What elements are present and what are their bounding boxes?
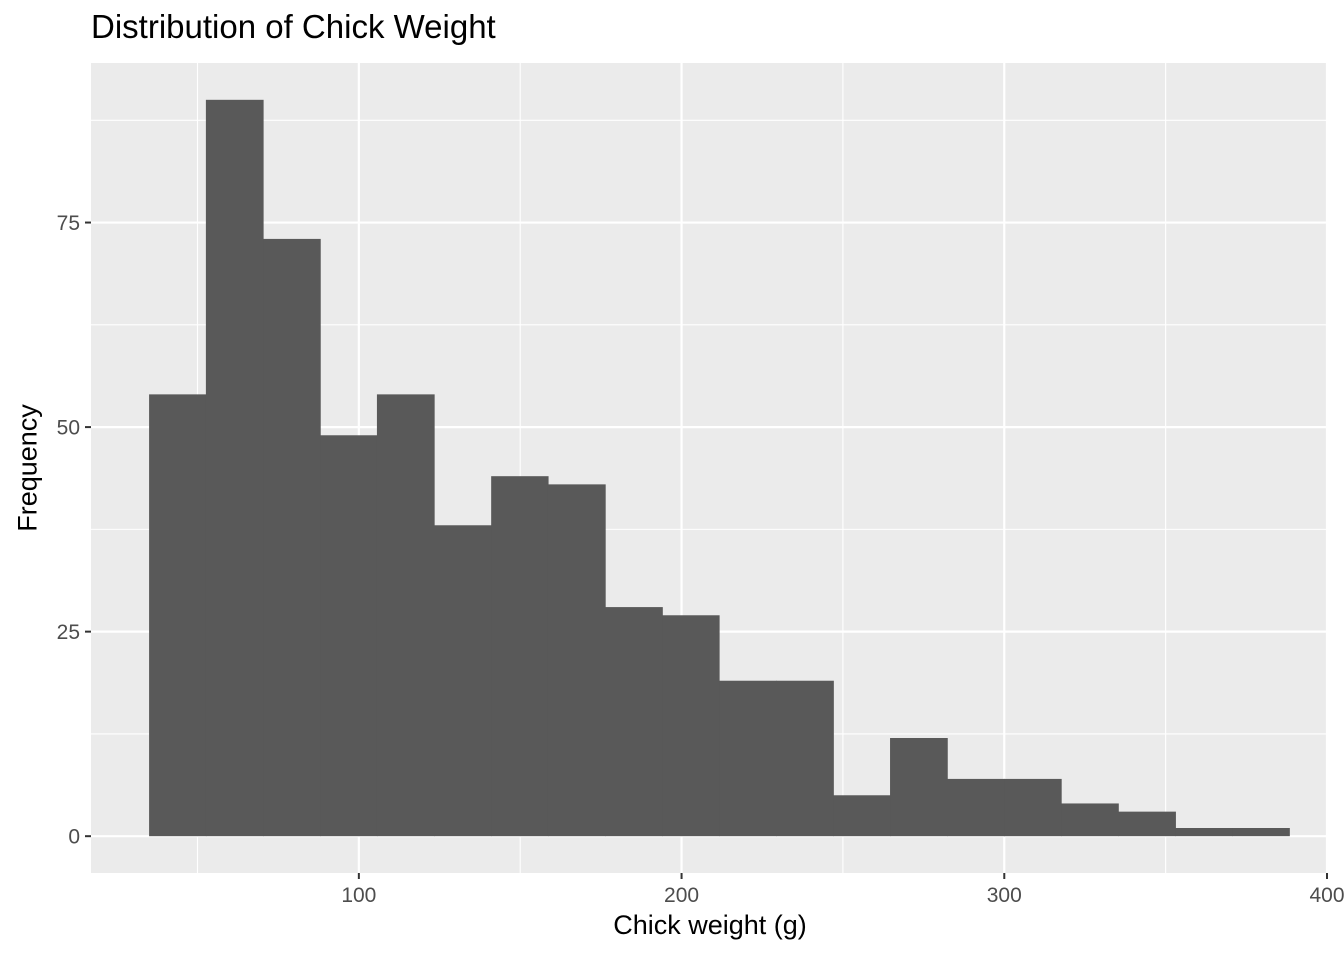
y-tick-label: 0 (68, 826, 80, 849)
x-axis-label: Chick weight (g) (613, 910, 807, 940)
y-tick-label: 50 (57, 417, 80, 440)
histogram-bar-7 (491, 476, 549, 837)
chart-title: Distribution of Chick Weight (91, 8, 496, 45)
x-tick-label: 300 (987, 884, 1022, 907)
histogram-bar-2 (205, 99, 264, 837)
x-tick-label: 100 (341, 884, 376, 907)
histogram-bar-4 (320, 435, 378, 837)
histogram-bar-16 (1004, 778, 1062, 837)
histogram-bar-9 (605, 607, 663, 837)
x-axis: 100 200 300 400 (341, 873, 1344, 907)
histogram-bar-20 (1232, 828, 1290, 837)
histogram-bar-19 (1175, 828, 1233, 837)
histogram-bar-12 (776, 680, 834, 837)
histogram-bar-1 (149, 394, 207, 837)
histogram-bar-3 (263, 238, 321, 837)
histogram-bar-18 (1118, 811, 1176, 837)
histogram-bar-17 (1061, 803, 1119, 837)
x-tick-label: 400 (1309, 884, 1344, 907)
histogram-bar-13 (833, 795, 891, 837)
x-tick-label: 200 (664, 884, 699, 907)
histogram-bar-15 (947, 778, 1005, 837)
histogram-bar-6 (434, 525, 492, 837)
histogram-bar-8 (547, 484, 606, 837)
y-tick-label: 25 (57, 621, 80, 644)
histogram-bar-14 (890, 738, 948, 837)
y-tick-label: 75 (57, 212, 80, 235)
histogram-bar-10 (662, 615, 720, 837)
histogram-bars (149, 99, 1290, 837)
y-axis-label: Frequency (12, 404, 43, 532)
histogram-bar-11 (719, 680, 777, 837)
histogram-bar-5 (376, 394, 435, 837)
y-axis: 0 25 50 75 (57, 212, 91, 849)
